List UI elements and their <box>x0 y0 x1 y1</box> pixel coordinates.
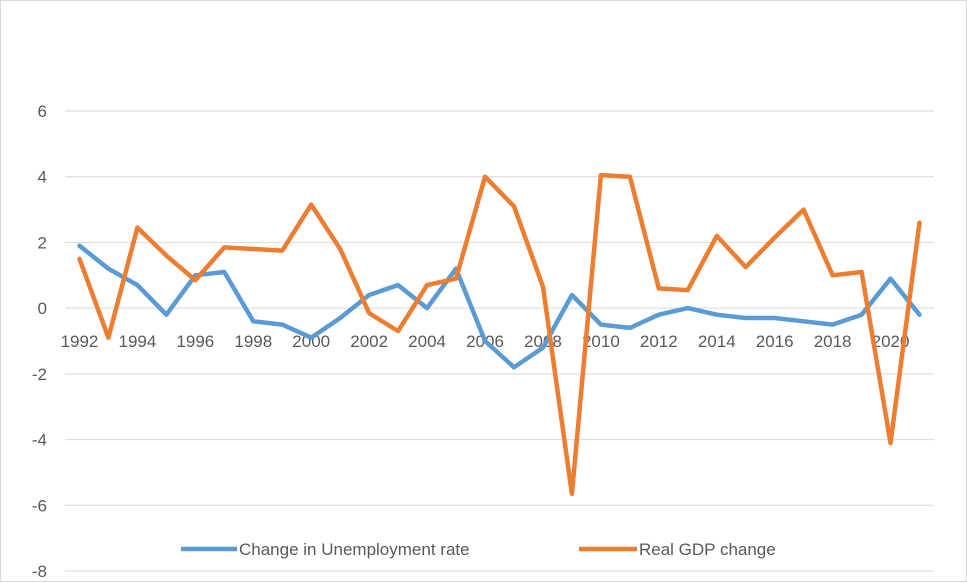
x-tick-label: 1992 <box>61 332 99 351</box>
x-tick-label: 2016 <box>756 332 794 351</box>
legend-label-2: Real GDP change <box>639 540 776 559</box>
gridlines <box>65 110 934 572</box>
y-tick-label: 6 <box>38 102 47 121</box>
legend-label-1: Change in Unemployment rate <box>239 540 470 559</box>
y-axis-labels: 6 4 2 0 -2 -4 -6 -8 <box>32 102 47 581</box>
series-lines <box>77 172 922 497</box>
x-tick-label: 1998 <box>234 332 272 351</box>
y-tick-label: 2 <box>38 233 47 252</box>
y-tick-label: -4 <box>32 431 47 450</box>
x-tick-label: 2010 <box>582 332 620 351</box>
legend: Change in Unemployment rate Real GDP chan… <box>181 540 776 559</box>
x-tick-label: 2002 <box>350 332 388 351</box>
y-tick-label: 0 <box>38 299 47 318</box>
x-tick-label: 2014 <box>698 332 736 351</box>
y-tick-label: -8 <box>32 562 47 581</box>
series-line-2 <box>77 172 922 497</box>
x-tick-label: 2012 <box>640 332 678 351</box>
x-tick-label: 2020 <box>872 332 910 351</box>
y-tick-label: -6 <box>32 496 47 515</box>
x-tick-label: 1996 <box>176 332 214 351</box>
y-tick-label: 4 <box>38 168 47 187</box>
x-tick-label: 2000 <box>292 332 330 351</box>
x-tick-label: 2004 <box>408 332 446 351</box>
y-tick-label: -2 <box>32 365 47 384</box>
series-line-1 <box>77 243 922 370</box>
x-tick-label: 2018 <box>814 332 852 351</box>
x-tick-label: 1994 <box>119 332 157 351</box>
